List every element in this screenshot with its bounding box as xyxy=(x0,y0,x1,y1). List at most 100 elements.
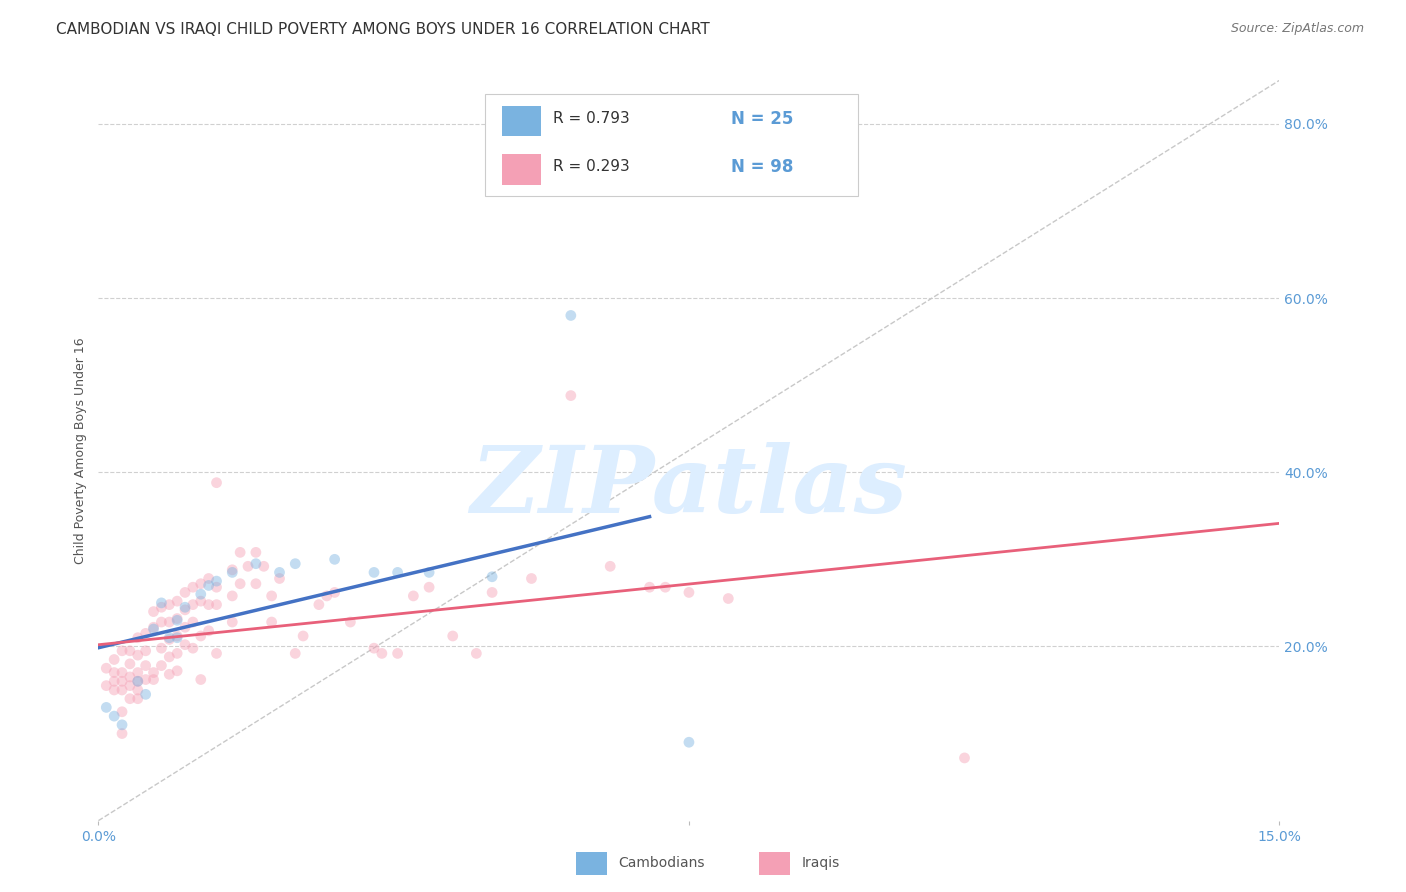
Text: CAMBODIAN VS IRAQI CHILD POVERTY AMONG BOYS UNDER 16 CORRELATION CHART: CAMBODIAN VS IRAQI CHILD POVERTY AMONG B… xyxy=(56,22,710,37)
Point xyxy=(387,566,409,580)
Point xyxy=(292,629,315,643)
Point xyxy=(245,557,267,571)
Point xyxy=(371,647,394,661)
Point xyxy=(166,664,188,678)
Point xyxy=(181,598,204,612)
Point xyxy=(205,574,228,588)
Point xyxy=(205,598,228,612)
Point xyxy=(166,613,188,627)
Point xyxy=(363,566,385,580)
Point xyxy=(323,552,346,566)
Point xyxy=(560,309,582,323)
Point xyxy=(284,557,307,571)
Point xyxy=(190,594,212,608)
Point xyxy=(418,566,440,580)
Point xyxy=(638,580,661,594)
Point xyxy=(111,674,134,689)
Point xyxy=(339,615,361,629)
Point xyxy=(150,615,173,629)
Text: R = 0.793: R = 0.793 xyxy=(553,112,630,126)
Point xyxy=(127,674,149,689)
Point xyxy=(441,629,464,643)
Point xyxy=(166,594,188,608)
Point xyxy=(245,576,267,591)
Point xyxy=(260,589,283,603)
Point xyxy=(323,585,346,599)
Point xyxy=(103,652,125,666)
Point xyxy=(221,566,243,580)
Point xyxy=(157,632,180,647)
Point xyxy=(111,705,134,719)
Point xyxy=(127,648,149,662)
Point xyxy=(127,683,149,698)
Point xyxy=(150,600,173,615)
Text: R = 0.293: R = 0.293 xyxy=(553,160,630,174)
Text: ZIPatlas: ZIPatlas xyxy=(471,442,907,533)
Point xyxy=(481,585,503,599)
Point xyxy=(678,735,700,749)
Point xyxy=(181,641,204,656)
Point xyxy=(142,605,165,619)
Point xyxy=(387,647,409,661)
Point xyxy=(520,572,543,586)
Point xyxy=(953,751,976,765)
Point xyxy=(118,644,141,658)
Point xyxy=(678,585,700,599)
Text: N = 98: N = 98 xyxy=(731,158,793,176)
Point xyxy=(236,559,259,574)
Point xyxy=(118,679,141,693)
Point xyxy=(111,665,134,680)
Point xyxy=(197,578,219,592)
Point xyxy=(418,580,440,594)
Text: N = 25: N = 25 xyxy=(731,110,793,128)
Point xyxy=(142,665,165,680)
Point xyxy=(465,647,488,661)
Point xyxy=(103,683,125,698)
Point xyxy=(197,572,219,586)
Point xyxy=(221,615,243,629)
Point xyxy=(269,572,291,586)
Point xyxy=(229,545,252,559)
Point xyxy=(150,658,173,673)
Point xyxy=(166,647,188,661)
Point xyxy=(174,603,197,617)
Point xyxy=(245,545,267,559)
Point xyxy=(174,585,197,599)
Point xyxy=(135,658,157,673)
Point xyxy=(135,673,157,687)
Point xyxy=(284,647,307,661)
Point xyxy=(157,667,180,681)
Point xyxy=(363,641,385,656)
Point xyxy=(190,629,212,643)
Text: Cambodians: Cambodians xyxy=(619,856,706,871)
Point xyxy=(157,649,180,664)
Point xyxy=(135,644,157,658)
Point xyxy=(142,673,165,687)
Point xyxy=(269,566,291,580)
Point xyxy=(205,475,228,490)
Point xyxy=(560,388,582,402)
Point xyxy=(127,631,149,645)
Point xyxy=(315,589,337,603)
Point xyxy=(142,622,165,636)
Point xyxy=(157,598,180,612)
Point xyxy=(150,596,173,610)
Point xyxy=(166,629,188,643)
Point xyxy=(174,620,197,634)
Point xyxy=(103,709,125,723)
Point xyxy=(166,631,188,645)
Point xyxy=(717,591,740,606)
Point xyxy=(190,673,212,687)
Point xyxy=(205,580,228,594)
Point xyxy=(181,615,204,629)
Point xyxy=(96,661,118,675)
Point xyxy=(103,674,125,689)
Point xyxy=(174,600,197,615)
Point xyxy=(96,700,118,714)
Point xyxy=(197,624,219,638)
Point xyxy=(142,620,165,634)
Point xyxy=(135,626,157,640)
Point xyxy=(221,589,243,603)
Point xyxy=(150,641,173,656)
Point xyxy=(253,559,276,574)
